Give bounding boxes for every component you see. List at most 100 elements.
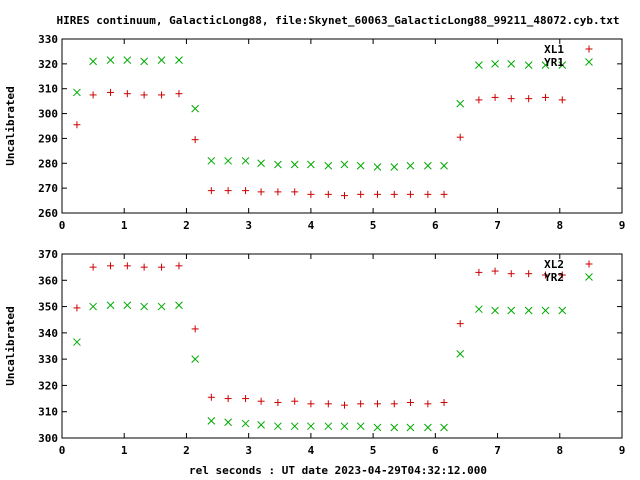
data-point-xl2: [373, 400, 381, 408]
data-point-yr2: [175, 301, 183, 310]
data-point-xl1: [357, 190, 365, 198]
x-tick-label: 5: [370, 219, 377, 232]
data-point-yr1: [424, 161, 432, 170]
legend-label-yr1: YR1: [544, 56, 564, 69]
data-point-yr1: [257, 159, 265, 168]
x-axis-label: rel seconds : UT date 2023-04-29T04:32:1…: [189, 464, 487, 477]
data-point-yr2: [89, 302, 97, 311]
marker-stroke-d2: [274, 160, 282, 169]
data-point-yr1: [290, 160, 299, 169]
data-point-xl2: [357, 400, 365, 408]
data-point-yr1: [541, 61, 550, 69]
marker-stroke-d2: [157, 56, 166, 64]
data-point-yr2: [241, 419, 250, 428]
data-point-yr2: [440, 423, 448, 432]
data-point-xl1: [324, 190, 332, 198]
marker-stroke-d2: [73, 88, 81, 97]
data-point-yr1: [456, 99, 465, 108]
data-point-xl2: [207, 393, 215, 401]
marker-stroke-d2: [106, 301, 115, 310]
data-point-yr1: [307, 160, 315, 169]
x-tick-label: 9: [619, 219, 626, 232]
data-point-xl1: [274, 188, 282, 196]
data-point-xl1: [257, 188, 265, 196]
data-point-xl1: [456, 133, 464, 141]
data-point-xl2: [424, 400, 432, 408]
y-tick-label: 350: [38, 301, 58, 314]
data-point-yr1: [224, 156, 232, 165]
data-point-yr1: [558, 61, 567, 69]
marker-stroke-d2: [175, 56, 183, 64]
legend-marker-xl1: [585, 45, 593, 53]
data-point-xl1: [242, 187, 250, 195]
data-point-xl1: [207, 187, 215, 195]
data-point-xl2: [291, 397, 299, 405]
data-point-yr1: [191, 104, 200, 113]
data-point-xl2: [456, 320, 464, 328]
data-point-yr2: [356, 422, 365, 431]
data-point-xl2: [107, 262, 115, 270]
marker-stroke-d2: [307, 160, 315, 169]
x-tick-label: 9: [619, 444, 626, 457]
x-tick-label: 0: [59, 444, 66, 457]
y-axis-label: Uncalibrated: [4, 86, 17, 165]
marker-stroke-d2: [390, 423, 399, 432]
plot-frame: [61, 253, 623, 439]
data-point-yr2: [456, 350, 465, 358]
marker-stroke-d2: [324, 161, 333, 170]
legend-marker-xl2: [585, 260, 593, 268]
data-point-yr1: [440, 161, 448, 170]
marker-stroke-d2: [123, 56, 132, 64]
marker-stroke-d2: [89, 302, 97, 311]
data-point-yr2: [524, 306, 533, 315]
y-tick-label: 330: [38, 33, 58, 46]
data-point-xl1: [440, 190, 448, 198]
data-point-xl2: [224, 395, 232, 403]
y-tick-label: 300: [38, 432, 58, 445]
data-point-yr2: [73, 338, 81, 346]
data-point-yr1: [356, 161, 365, 170]
data-point-xl1: [73, 121, 81, 129]
marker-stroke-d2: [406, 423, 415, 432]
series-yr2: [73, 301, 567, 432]
marker-stroke-d2: [274, 422, 282, 431]
x-tick-label: 3: [245, 219, 252, 232]
marker-stroke-d2: [175, 301, 183, 310]
chart-title: HIRES continuum, GalacticLong88, file:Sk…: [57, 14, 620, 27]
data-point-xl1: [340, 192, 348, 200]
y-tick-label: 360: [38, 274, 58, 287]
data-point-yr1: [89, 57, 97, 66]
marker-stroke-d2: [424, 423, 432, 432]
x-tick-label: 5: [370, 444, 377, 457]
marker-stroke-d2: [290, 160, 299, 169]
marker-stroke-d2: [356, 161, 365, 170]
marker-stroke-d2: [558, 61, 567, 69]
data-point-xl1: [475, 96, 483, 104]
marker-stroke-d2: [390, 163, 399, 171]
marker-stroke-d2: [224, 156, 232, 165]
data-point-xl1: [424, 190, 432, 198]
x-tick-label: 8: [556, 444, 563, 457]
marker-stroke-d2: [106, 56, 115, 64]
marker-stroke-d2: [585, 58, 593, 66]
data-point-yr1: [324, 161, 333, 170]
data-point-xl1: [525, 95, 533, 103]
data-point-yr2: [541, 306, 550, 315]
data-point-xl2: [158, 263, 166, 271]
data-point-yr1: [524, 61, 533, 69]
data-point-yr1: [241, 156, 250, 165]
x-tick-label: 8: [556, 219, 563, 232]
marker-stroke-d2: [207, 417, 216, 425]
legend-label-xl1: XL1: [544, 43, 564, 56]
x-tick-label: 1: [121, 444, 128, 457]
marker-stroke-d2: [406, 161, 415, 170]
data-point-xl2: [274, 399, 282, 407]
data-point-xl2: [242, 395, 250, 403]
data-point-xl2: [406, 399, 414, 407]
data-point-yr2: [373, 423, 382, 432]
data-point-yr1: [123, 56, 132, 64]
data-point-xl1: [175, 90, 183, 98]
y-tick-label: 310: [38, 406, 58, 419]
data-point-yr2: [224, 418, 232, 427]
marker-stroke-d2: [241, 419, 250, 428]
